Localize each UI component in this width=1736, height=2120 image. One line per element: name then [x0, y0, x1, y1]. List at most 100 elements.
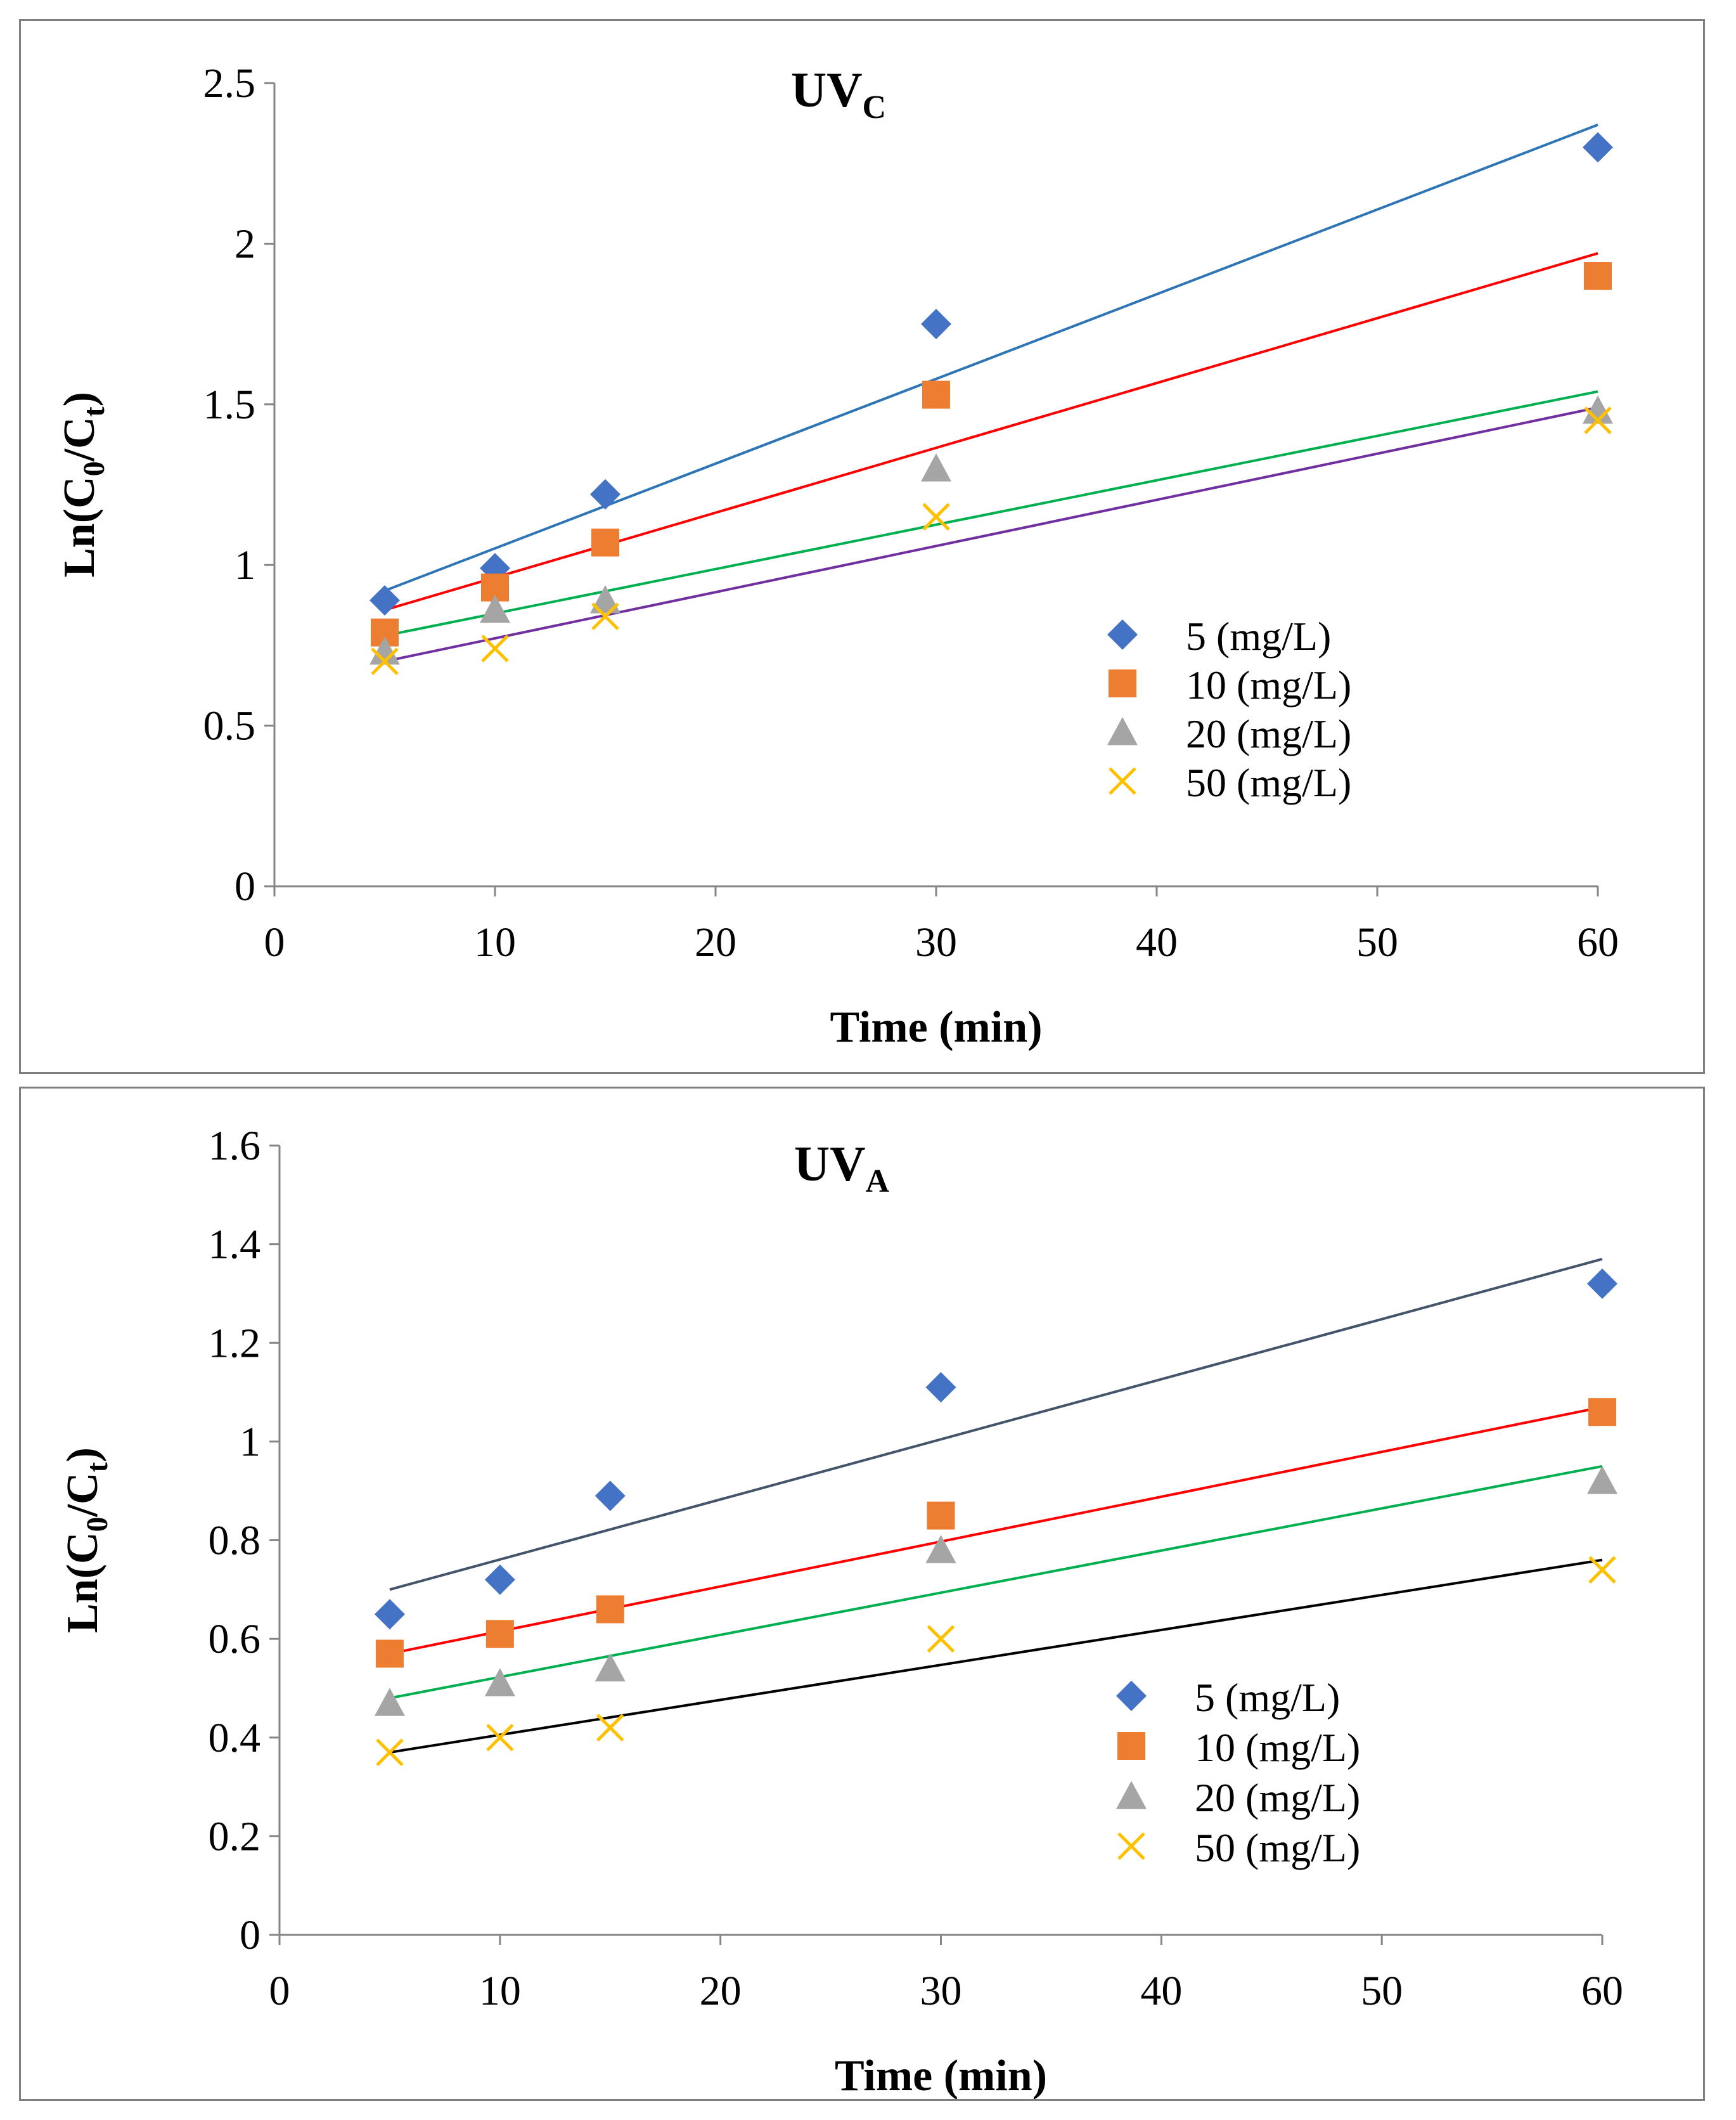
y-tick-label: 1 — [240, 1419, 260, 1465]
x-tick-label: 0 — [264, 919, 285, 966]
chart-svg-uva: 0 0.2 0.4 0.6 0.8 1 1.2 1.4 1.6 0 10 20 30 40 50 60 UVA T… — [58, 1123, 1623, 2099]
legend-marker — [1109, 767, 1136, 795]
legend-label: 50 (mg/L) — [1186, 760, 1351, 805]
legend-label: 5 (mg/L) — [1195, 1675, 1340, 1720]
y-tick-label: 2 — [235, 221, 255, 267]
chart-title: UVC — [791, 62, 886, 126]
data-point — [481, 635, 509, 662]
data-point — [484, 1564, 515, 1595]
y-tick-label: 0 — [240, 1912, 260, 1958]
data-point — [1584, 406, 1612, 434]
trend-line-1 — [389, 1258, 1603, 1591]
data-point — [484, 1668, 515, 1697]
y-tick-label: 0.6 — [209, 1616, 261, 1662]
y-tick-label: 1 — [235, 542, 255, 588]
data-point — [486, 1723, 514, 1752]
data-point — [927, 1625, 955, 1653]
chart-panel-uvc: 0 0.5 1 1.5 2 2.5 0 10 20 30 40 50 60 UVC Time (min) Ln… — [19, 19, 1705, 1074]
legend-label: 5 (mg/L) — [1186, 614, 1331, 659]
legend-label: 10 (mg/L) — [1186, 662, 1351, 708]
series-2 — [375, 1398, 1616, 1668]
data-point — [1583, 395, 1613, 424]
data-point — [925, 1372, 956, 1403]
trend-line-4 — [389, 1558, 1603, 1754]
data-point — [591, 602, 619, 631]
y-tick-label: 0 — [235, 863, 255, 910]
data-point — [370, 585, 400, 616]
trend-line-3 — [384, 390, 1598, 637]
y-tick-label: 1.6 — [209, 1123, 261, 1169]
y-tick-label: 1.4 — [209, 1222, 261, 1268]
legend-label: 20 (mg/L) — [1195, 1775, 1360, 1820]
data-point — [596, 1595, 624, 1624]
x-tick-label: 40 — [1136, 919, 1178, 966]
x-tick-label: 10 — [479, 1968, 521, 2014]
data-point — [922, 380, 950, 409]
y-tick-label: 1.5 — [203, 382, 256, 428]
legend-marker — [1107, 619, 1138, 650]
trend-line-2 — [384, 252, 1598, 612]
y-axis-title: Ln(C0/Ct) — [58, 1447, 114, 1633]
x-tick-label: 0 — [269, 1968, 290, 2014]
data-point — [595, 1480, 626, 1511]
series-1 — [374, 1268, 1617, 1630]
data-point — [591, 528, 619, 557]
data-point — [921, 309, 951, 340]
data-point — [485, 1620, 514, 1648]
x-tick-label: 20 — [700, 1968, 742, 2014]
data-point — [1584, 262, 1612, 290]
data-point — [590, 585, 620, 614]
data-point — [596, 1714, 624, 1742]
x-tick-label: 50 — [1356, 919, 1398, 966]
y-tick-label: 0.8 — [209, 1518, 261, 1564]
data-point — [1588, 1398, 1616, 1426]
data-point — [921, 453, 951, 482]
x-tick-label: 50 — [1361, 1968, 1403, 2014]
x-tick-label: 30 — [915, 919, 957, 966]
series-3 — [374, 1466, 1617, 1716]
x-tick-label: 20 — [695, 919, 736, 966]
legend-marker — [1109, 669, 1136, 697]
data-point — [595, 1653, 626, 1682]
data-point — [374, 1599, 405, 1630]
data-point — [922, 503, 950, 531]
legend: 5 (mg/L)10 (mg/L)20 (mg/L)50 (mg/L) — [1107, 614, 1351, 805]
data-point — [375, 1639, 404, 1668]
x-tick-label: 10 — [474, 919, 516, 966]
data-point — [590, 479, 620, 510]
data-point — [1583, 132, 1613, 163]
data-point — [1587, 1466, 1617, 1494]
legend-marker — [1117, 1732, 1145, 1760]
trend-line-3 — [389, 1464, 1603, 1700]
series-3 — [370, 395, 1613, 665]
series-2 — [371, 262, 1612, 647]
y-axis-title: Ln(C0/Ct) — [55, 392, 111, 578]
data-point — [376, 1738, 404, 1766]
data-point — [374, 1688, 405, 1716]
data-point — [927, 1501, 955, 1530]
x-tick-label: 60 — [1577, 919, 1619, 966]
legend-marker — [1107, 717, 1138, 746]
legend-label: 50 (mg/L) — [1195, 1825, 1360, 1870]
trend-line-1 — [384, 124, 1598, 592]
y-tick-label: 0.5 — [203, 703, 256, 749]
chart-title: UVA — [794, 1136, 890, 1199]
chart-panel-uva: 0 0.2 0.4 0.6 0.8 1 1.2 1.4 1.6 0 10 20 30 40 50 60 UVA T… — [19, 1087, 1705, 2101]
x-tick-label: 60 — [1581, 1968, 1623, 2014]
legend-marker — [1116, 1681, 1147, 1711]
trend-line-4 — [384, 406, 1598, 663]
legend-marker — [1116, 1781, 1147, 1809]
x-axis-title: Time (min) — [835, 2052, 1047, 2099]
legend-marker — [1117, 1832, 1145, 1860]
legend: 5 (mg/L) 10 (mg/L) 20 (mg/L) 50 (mg/L) — [1116, 1675, 1360, 1870]
data-point — [925, 1535, 956, 1563]
x-tick-label: 30 — [920, 1968, 962, 2014]
x-axis-title: Time (min) — [830, 1003, 1042, 1052]
chart-svg-uvc: 0 0.5 1 1.5 2 2.5 0 10 20 30 40 50 60 UVC Time (min) Ln… — [55, 60, 1619, 1052]
trend-line-2 — [389, 1406, 1603, 1655]
x-tick-label: 40 — [1140, 1968, 1182, 2014]
y-tick-label: 0.2 — [209, 1813, 261, 1859]
legend-label: 20 (mg/L) — [1186, 711, 1351, 756]
data-point — [1588, 1556, 1616, 1584]
legend-label: 10 (mg/L) — [1195, 1725, 1360, 1770]
